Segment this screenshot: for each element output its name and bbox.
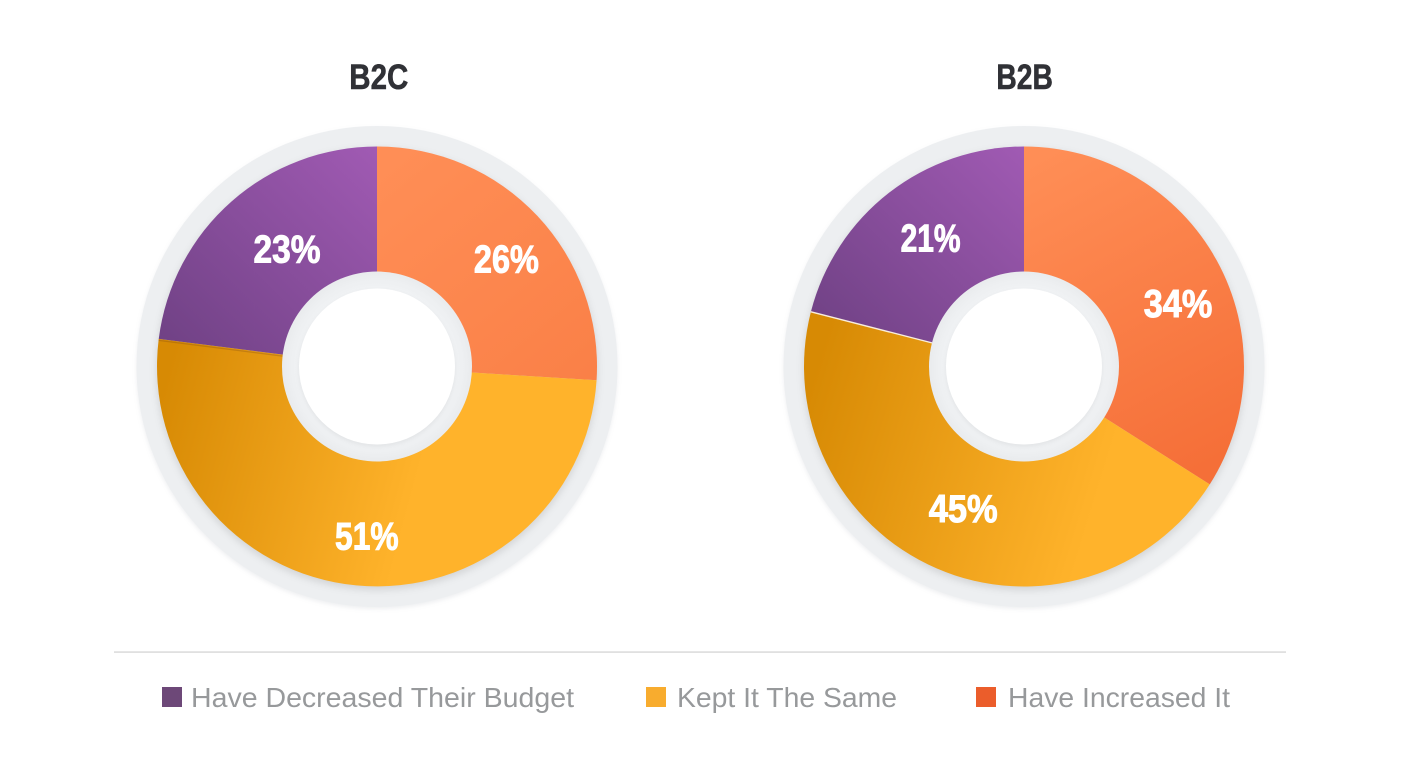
svg-text:51%: 51% bbox=[335, 515, 399, 558]
svg-text:Have Decreased Their Budget: Have Decreased Their Budget bbox=[191, 682, 574, 713]
svg-text:Kept It The Same: Kept It The Same bbox=[677, 682, 897, 713]
svg-text:45%: 45% bbox=[929, 488, 998, 531]
svg-text:23%: 23% bbox=[254, 229, 321, 272]
svg-text:Have Increased It: Have Increased It bbox=[1008, 682, 1230, 713]
svg-text:34%: 34% bbox=[1144, 283, 1213, 326]
svg-text:21%: 21% bbox=[901, 218, 961, 261]
svg-text:B2C: B2C bbox=[349, 58, 408, 97]
svg-text:B2B: B2B bbox=[996, 58, 1053, 97]
svg-text:26%: 26% bbox=[474, 239, 539, 282]
